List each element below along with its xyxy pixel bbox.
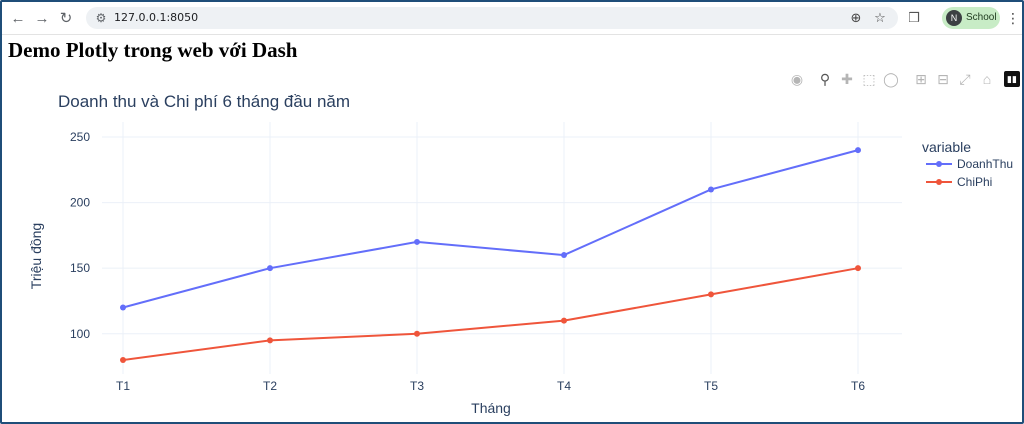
x-axis-ticks: T1 T2 T3 T4 T5 T6 [116, 379, 865, 393]
lasso-icon[interactable]: ◯ [883, 71, 899, 87]
data-point-ChiPhi[interactable] [708, 291, 714, 298]
chart-title: Doanh thu và Chi phí 6 tháng đầu năm [58, 92, 350, 111]
data-point-ChiPhi[interactable] [855, 265, 861, 272]
forward-icon[interactable]: → [34, 9, 50, 27]
site-info-icon[interactable]: ⚙ [95, 11, 107, 25]
plotly-logo-icon[interactable]: ▮▮ [1004, 71, 1020, 87]
y-axis-title: Triệu đồng [28, 223, 44, 289]
data-point-DoanhThu[interactable] [561, 252, 567, 259]
y-axis-ticks: 100 150 200 250 [70, 130, 90, 341]
zoom-out-icon[interactable]: ⊟ [937, 71, 949, 87]
data-point-DoanhThu[interactable] [414, 238, 420, 245]
address-bar[interactable]: ⚙ 127.0.0.1:8050 ⊕ ☆ [86, 7, 898, 29]
extensions-icon[interactable]: ❒ [908, 10, 920, 25]
x-tick-label: T4 [557, 379, 571, 393]
autoscale-icon[interactable]: ⤢ [959, 71, 971, 87]
series-line-DoanhThu[interactable] [122, 149, 859, 309]
legend-swatch-marker[interactable] [936, 179, 942, 185]
legend-label[interactable]: DoanhThu [957, 157, 1013, 171]
avatar: N [946, 10, 962, 26]
x-tick-label: T5 [704, 379, 718, 393]
camera-icon[interactable]: ◉ [790, 71, 804, 87]
zoom-in-icon[interactable]: ⊞ [915, 71, 927, 87]
data-point-ChiPhi[interactable] [267, 337, 273, 344]
y-tick-label: 250 [70, 130, 90, 144]
profile-button[interactable]: N School [942, 7, 1000, 29]
star-icon[interactable]: ☆ [874, 10, 886, 25]
legend-label[interactable]: ChiPhi [957, 175, 992, 189]
data-point-ChiPhi[interactable] [414, 330, 420, 337]
data-point-DoanhThu[interactable] [855, 147, 861, 154]
legend: DoanhThu ChiPhi [926, 157, 1013, 189]
legend-title: variable [922, 139, 971, 155]
x-tick-label: T6 [851, 379, 865, 393]
data-point-DoanhThu[interactable] [120, 304, 126, 311]
x-tick-label: T3 [410, 379, 424, 393]
data-point-DoanhThu[interactable] [708, 186, 714, 193]
legend-swatch-marker[interactable] [936, 161, 942, 167]
back-icon[interactable]: ← [10, 9, 26, 27]
page-title: Demo Plotly trong web với Dash [8, 38, 298, 62]
data-point-ChiPhi[interactable] [561, 317, 567, 324]
reload-icon[interactable]: ↻ [59, 9, 73, 27]
x-tick-label: T1 [116, 379, 130, 393]
zoom-icon[interactable]: ⊕ [850, 10, 862, 25]
y-tick-label: 200 [70, 196, 90, 210]
x-axis-title: Tháng [471, 400, 511, 416]
data-point-DoanhThu[interactable] [267, 265, 273, 272]
profile-name: School [966, 12, 997, 23]
address-url[interactable]: 127.0.0.1:8050 [114, 11, 199, 24]
plot-modebar: ◉ ⚲ ✚ ⬚ ◯ ⊞ ⊟ ⤢ ⌂ ▮▮ [788, 70, 1022, 88]
reset-axes-icon[interactable]: ⌂ [982, 71, 992, 87]
grid-lines [102, 122, 902, 374]
browser-toolbar: ← → ↻ ⚙ 127.0.0.1:8050 ⊕ ☆ ❒ N School ⋮ [2, 2, 1022, 35]
x-tick-label: T2 [263, 379, 277, 393]
y-tick-label: 100 [70, 327, 90, 341]
y-tick-label: 150 [70, 261, 90, 275]
box-select-icon[interactable]: ⬚ [862, 71, 876, 87]
series-layer [120, 147, 861, 363]
series-line-ChiPhi[interactable] [122, 267, 859, 361]
data-point-ChiPhi[interactable] [120, 357, 126, 363]
zoom-icon[interactable]: ⚲ [819, 71, 831, 87]
pan-icon[interactable]: ✚ [841, 71, 853, 87]
